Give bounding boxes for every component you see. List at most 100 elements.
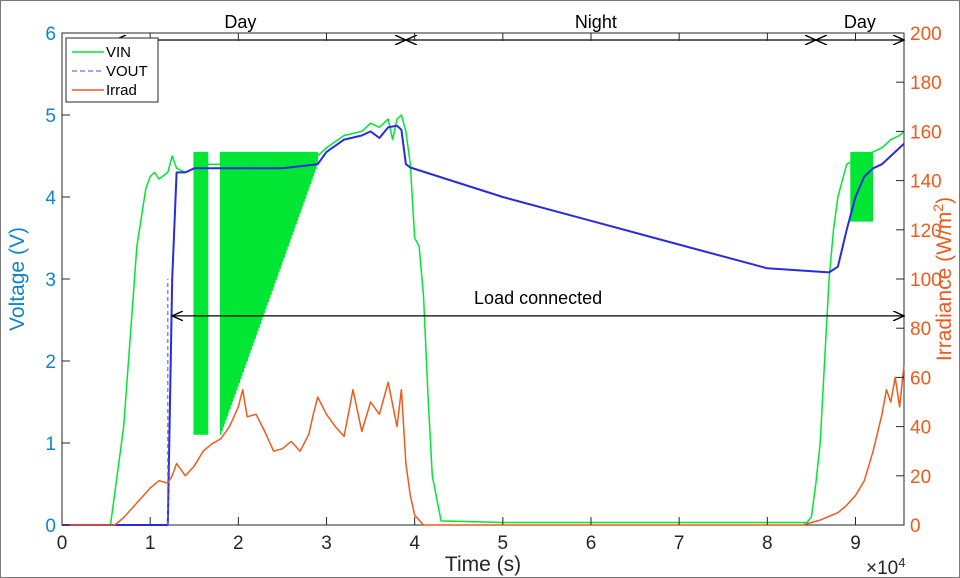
x-tick-label: 6 [586,533,597,554]
data-point-irrad [158,480,159,481]
data-point-irrad [881,414,882,415]
data-point-vin [842,180,843,181]
data-point-vin [432,475,433,476]
data-point-irrad [802,524,803,525]
data-point-irrad [410,495,411,496]
data-point-vin [890,139,891,140]
data-point-vout [837,266,838,267]
data-point-vin [864,155,865,156]
legend-box [65,37,159,103]
data-point-vout [370,131,371,132]
x-tick-label: 7 [674,533,685,554]
data-point-vout [846,229,847,230]
data-point-vin [855,160,856,161]
data-point-irrad [344,436,345,437]
data-point-vin [820,442,821,443]
data-point-vout [864,176,865,177]
data-point-irrad [114,524,115,525]
data-point-irrad [326,414,327,415]
legend-label-vin: VIN [106,44,131,61]
data-point-vin [833,229,834,230]
data-point-vout [344,139,345,140]
data-point-irrad [264,431,265,432]
annotation-day-1: Day [224,12,256,32]
data-point-irrad [820,519,821,520]
data-point-irrad [313,414,314,415]
data-point-irrad [202,451,203,452]
data-point-irrad [352,389,353,390]
data-point-irrad [229,426,230,427]
data-point-vin [824,360,825,361]
data-point-vin [441,520,442,521]
y-right-tick-label: 0 [910,516,921,537]
data-point-irrad [379,414,380,415]
axis-layer: 0 1 2 3 4 5 6 7 8 9012345602040608010012014016018… [45,24,941,554]
data-point-vin [145,188,146,189]
data-point-vout [873,168,874,169]
data-point-vout [326,151,327,152]
data-point-irrad [361,431,362,432]
data-point-vout [502,196,503,197]
data-point-vout [401,129,402,130]
data-point-vin [154,172,155,173]
data-point-vin [811,516,812,517]
y-left-tick-label: 6 [45,24,56,45]
data-point-vout [590,220,591,221]
legend-label-vout: VOUT [106,63,148,80]
annotation-layer [115,40,904,316]
data-point-irrad [141,497,142,498]
series-line-irrad [62,365,905,526]
data-point-irrad [886,389,887,390]
y-right-tick-label: 80 [910,319,931,340]
data-point-vout [185,172,186,173]
data-point-irrad [273,451,274,452]
y-axis-label-left: Voltage (V) [6,227,29,331]
data-point-vin [815,483,816,484]
x-tick-label: 0 [57,533,68,554]
x-tick-label: 2 [233,533,244,554]
data-point-irrad [405,463,406,464]
data-point-vout [890,155,891,156]
y-right-tick-label: 120 [910,221,942,242]
y-left-tick-label: 5 [45,106,56,127]
data-point-vin [326,147,327,148]
data-point-irrad [211,443,212,444]
data-point-irrad [846,505,847,506]
data-point-irrad [317,396,318,397]
y-right-tick-label: 20 [910,467,931,488]
x-tick-label: 1 [145,533,156,554]
data-point-vin [361,131,362,132]
data-point-vin [418,246,419,247]
y-right-tick-label: 40 [910,418,931,439]
data-point-vout [194,168,195,169]
data-point-irrad [837,512,838,513]
series-line-vin [62,114,905,526]
data-point-irrad [388,382,389,383]
data-point-irrad [903,365,904,366]
data-point-vout [679,244,680,245]
data-point-vin [846,164,847,165]
data-point-irrad [282,448,283,449]
data-point-irrad [855,495,856,496]
data-point-vout [767,268,768,269]
data-point-vin [837,196,838,197]
y-left-tick-label: 2 [45,352,56,373]
data-point-vin [392,139,393,140]
data-point-vin [255,164,256,165]
data-point-vin [410,164,411,165]
data-point-irrad [150,488,151,489]
y-axis-label-right: Irradiance (W/m2) [930,197,956,361]
y-left-tick-label: 0 [45,516,56,537]
data-point-vout [405,164,406,165]
data-point-vin [379,127,380,128]
data-point-vin [828,278,829,279]
data-point-vin [401,114,402,115]
series-layer [62,114,905,526]
data-point-vin [123,426,124,427]
data-point-vout [903,143,904,144]
data-point-irrad [172,475,173,476]
data-point-vout [238,168,239,169]
data-point-irrad [370,401,371,402]
data-point-vin [202,164,203,165]
x-axis-label: Time (s) [445,553,521,576]
